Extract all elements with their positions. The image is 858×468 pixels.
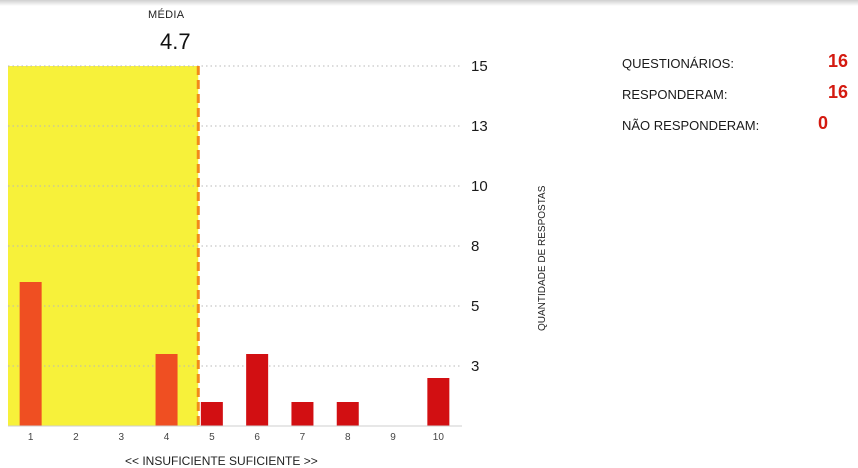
bar <box>336 402 359 426</box>
x-tick-label: 1 <box>28 432 34 443</box>
bar <box>155 354 178 426</box>
bar <box>291 402 314 426</box>
stat-value: 16 <box>828 51 849 71</box>
stat-label: RESPONDERAM: <box>622 87 728 102</box>
top-divider <box>0 0 858 6</box>
mean-value: 4.7 <box>160 29 191 54</box>
x-axis-caption: << INSUFICIENTE SUFICIENTE >> <box>125 454 318 468</box>
x-tick-label: 4 <box>164 432 170 443</box>
bar <box>19 282 42 426</box>
stat-label: QUESTIONÁRIOS: <box>622 56 734 71</box>
y-axis-label: QUANTIDADE DE RESPOSTAS <box>537 185 548 331</box>
stat-label: NÃO RESPONDERAM: <box>622 118 760 133</box>
x-tick-label: 2 <box>73 432 79 443</box>
x-tick-label: 7 <box>300 432 306 443</box>
y-tick-label: 15 <box>471 58 488 75</box>
stat-value: 16 <box>828 82 849 102</box>
x-tick-label: 3 <box>118 432 124 443</box>
x-tick-label: 5 <box>209 432 215 443</box>
bar <box>246 354 269 426</box>
stat-not-responded: NÃO RESPONDERAM: 0 <box>622 112 858 143</box>
y-tick-label: 13 <box>471 118 488 135</box>
y-tick-label: 10 <box>471 178 488 195</box>
bar <box>200 402 223 426</box>
y-tick-label: 5 <box>471 298 479 315</box>
x-tick-label: 6 <box>254 432 260 443</box>
stat-questionnaires: QUESTIONÁRIOS: 16 <box>622 50 858 81</box>
bar <box>427 378 450 426</box>
stat-responded: RESPONDERAM: 16 <box>622 81 858 112</box>
response-stats: QUESTIONÁRIOS: 16 RESPONDERAM: 16 NÃO RE… <box>622 50 858 143</box>
stat-value: 0 <box>818 113 829 133</box>
y-tick-label: 8 <box>471 238 479 255</box>
x-tick-label: 8 <box>345 432 351 443</box>
y-tick-label: 3 <box>471 358 479 375</box>
x-tick-label: 10 <box>433 432 445 443</box>
x-tick-label: 9 <box>390 432 396 443</box>
mean-label: MÉDIA <box>148 9 185 21</box>
